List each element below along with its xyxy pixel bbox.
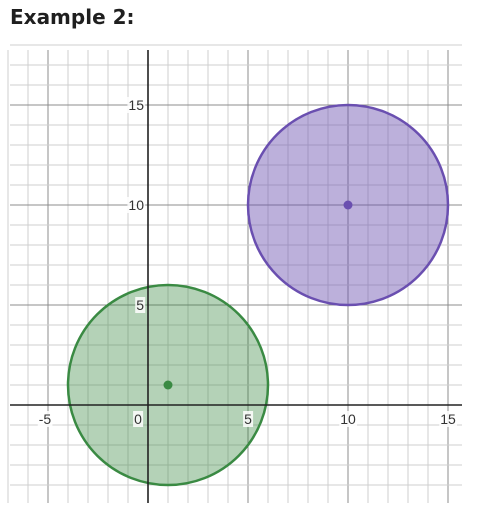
y-tick-label: 5 [136, 297, 144, 313]
x-tick-label: 0 [134, 411, 142, 427]
x-tick-label-background [243, 411, 254, 427]
x-tick-label-background [133, 411, 144, 427]
x-tick-label-background [439, 411, 457, 427]
x-tick-label-background [37, 411, 53, 427]
y-tick-label-background [135, 297, 146, 313]
y-tick-label-background [127, 197, 146, 213]
axes [10, 50, 462, 503]
page-title: Example 2: [10, 5, 135, 29]
x-tick-label-background [339, 411, 357, 427]
x-tick-label: 15 [440, 411, 456, 427]
circles [66, 103, 450, 487]
tick-labels: -5 0 5 10 15 5 10 15 [37, 97, 457, 427]
y-tick-label: 15 [128, 97, 144, 113]
circle-2-center-point[interactable] [343, 200, 353, 210]
circle-1-center-point[interactable] [163, 380, 173, 390]
x-tick-label: 5 [244, 411, 252, 427]
x-tick-label: -5 [39, 411, 52, 427]
x-tick-label: 10 [340, 411, 356, 427]
grid [7, 44, 462, 503]
y-tick-label-background [127, 97, 146, 113]
y-tick-label: 10 [128, 197, 144, 213]
